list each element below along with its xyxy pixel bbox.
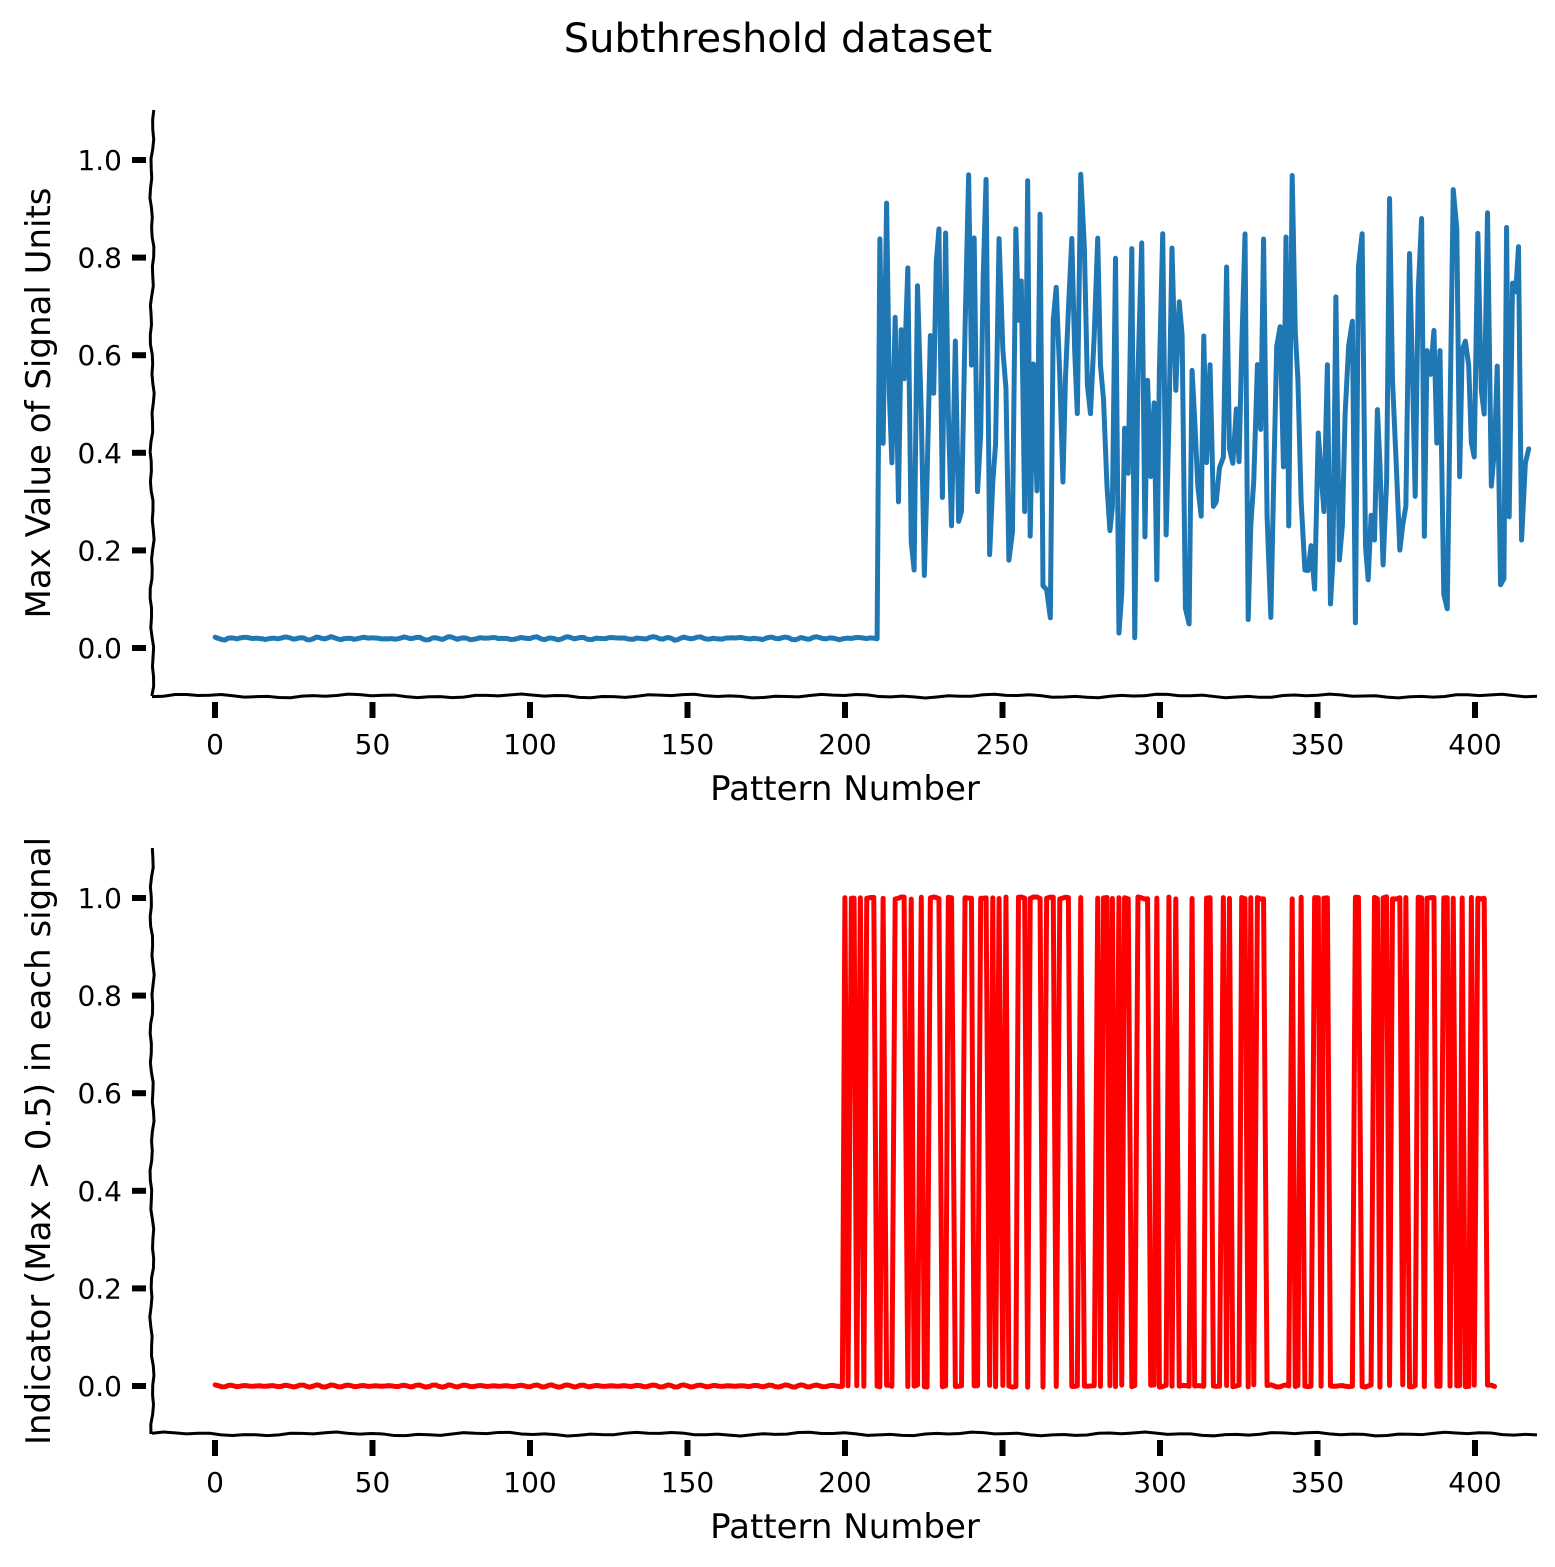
x-tick-label: 300 — [1133, 728, 1186, 761]
x-tick-label: 350 — [1291, 728, 1344, 761]
y-tick-label: 0.0 — [77, 632, 122, 665]
x-tick-label: 200 — [818, 728, 871, 761]
x-tick-label: 0 — [206, 728, 224, 761]
figure-title: Subthreshold dataset — [564, 16, 992, 62]
x-tick-label: 200 — [818, 1466, 871, 1499]
bottom-panel-indicator: 0.0 0.2 0.4 0.6 0.8 1.0 0 50 100 150 200 250 300 350 4… — [19, 837, 1538, 1547]
x-axis-label: Pattern Number — [710, 1507, 980, 1547]
y-tick-label: 0.2 — [77, 1272, 122, 1305]
x-tick-label: 400 — [1448, 1466, 1501, 1499]
y-axis-spine — [148, 109, 156, 697]
x-axis-spine — [151, 692, 1538, 700]
x-tick-label: 300 — [1133, 1466, 1186, 1499]
x-axis-label: Pattern Number — [710, 769, 980, 809]
y-tick-label: 0.2 — [77, 534, 122, 567]
x-tick-label: 50 — [355, 728, 391, 761]
series-line — [212, 171, 1532, 643]
x-tick-label: 250 — [976, 1466, 1029, 1499]
x-tick-label: 100 — [503, 1466, 556, 1499]
y-tick-label: 1.0 — [77, 882, 122, 915]
top-panel-max-value: 0.0 0.2 0.4 0.6 0.8 1.0 0 50 100 150 200 250 300 350 4… — [19, 109, 1538, 809]
y-tick-label: 0.8 — [77, 242, 122, 275]
y-tick-label: 0.8 — [77, 980, 122, 1013]
y-tick-label: 0.4 — [77, 1175, 122, 1208]
y-tick-label: 0.6 — [77, 339, 122, 372]
y-axis-label: Max Value of Signal Units — [19, 187, 59, 618]
series-line — [212, 894, 1498, 1390]
y-axis-label: Indicator (Max > 0.5) in each signal — [19, 837, 59, 1445]
y-tick-label: 0.0 — [77, 1370, 122, 1403]
x-tick-label: 0 — [206, 1466, 224, 1499]
x-tick-label: 250 — [976, 728, 1029, 761]
y-tick-label: 0.4 — [77, 437, 122, 470]
y-axis-spine — [148, 847, 156, 1435]
x-tick-label: 400 — [1448, 728, 1501, 761]
x-tick-label: 50 — [355, 1466, 391, 1499]
x-tick-label: 150 — [661, 728, 714, 761]
y-tick-label: 0.6 — [77, 1077, 122, 1110]
x-axis-spine — [151, 1430, 1538, 1438]
x-tick-label: 150 — [661, 1466, 714, 1499]
x-tick-label: 100 — [503, 728, 556, 761]
y-tick-label: 1.0 — [77, 144, 122, 177]
x-tick-label: 350 — [1291, 1466, 1344, 1499]
